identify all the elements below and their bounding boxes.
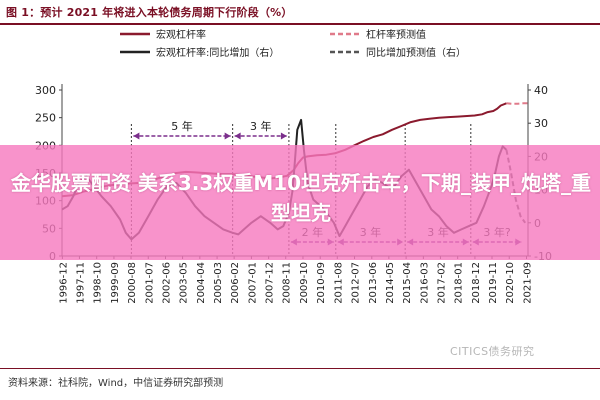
x-tick-label: 2007-01 bbox=[247, 262, 258, 304]
x-tick-label: 1996-12 bbox=[58, 262, 69, 304]
legend-label-yoy: 宏观杠杆率:同比增加（右） bbox=[156, 46, 279, 59]
x-axis: 1996-12 1997-11 1998-10 1999-09 2000-08 2001-… bbox=[58, 255, 533, 304]
x-tick-label: 2000-08 bbox=[127, 262, 138, 304]
left-tick-label: 300 bbox=[35, 84, 56, 97]
interval-arrow-right bbox=[224, 132, 231, 140]
x-tick-label: 2015-04 bbox=[402, 262, 413, 304]
banner-text: 金华股票配资 美系3.3权重M10坦克歼击车，下期_装甲_炮塔_重型坦克 bbox=[10, 171, 592, 225]
x-tick-label: 2004-04 bbox=[196, 262, 207, 304]
title-divider bbox=[0, 23, 600, 25]
x-tick-label: 2007-12 bbox=[265, 262, 276, 304]
watermark-text: CITICS债务研究 bbox=[450, 345, 535, 358]
x-tick-label: 2009-10 bbox=[299, 262, 310, 304]
x-tick-label: 2014-05 bbox=[385, 262, 396, 304]
x-tick-label: 2016-03 bbox=[419, 262, 430, 304]
x-tick-label: 2003-05 bbox=[179, 262, 190, 304]
interval-arrow-left bbox=[234, 132, 241, 140]
right-tick-label: 40 bbox=[534, 84, 548, 97]
x-tick-label: 2019-11 bbox=[488, 262, 499, 304]
right-tick-label: 30 bbox=[534, 117, 548, 130]
x-tick-label: 2018-01 bbox=[454, 262, 465, 304]
chart-title: 图 1：预计 2021 年将进入本轮债务周期下行阶段（%） bbox=[6, 6, 293, 19]
source-note: 资料来源：社科院，Wind，中信证券研究部预测 bbox=[8, 378, 224, 389]
x-tick-label: 2008-11 bbox=[282, 262, 293, 304]
x-tick-label: 2011-08 bbox=[333, 262, 344, 304]
legend-label-leverage_forecast: 杠杆率预测值 bbox=[366, 28, 426, 41]
left-tick-label: 250 bbox=[35, 112, 56, 125]
interval-label: 3 年 bbox=[250, 119, 272, 133]
x-tick-label: 2006-02 bbox=[230, 262, 241, 304]
x-tick-label: 1998-10 bbox=[93, 262, 104, 304]
x-tick-label: 2001-07 bbox=[144, 262, 155, 304]
x-tick-label: 2020-10 bbox=[505, 262, 516, 304]
interval-arrow-right bbox=[280, 132, 287, 140]
x-tick-label: 2002-06 bbox=[162, 262, 173, 304]
overlay-banner bbox=[0, 145, 600, 260]
x-tick-label: 2010-09 bbox=[316, 262, 327, 304]
source-divider bbox=[0, 368, 600, 369]
x-tick-label: 2013-06 bbox=[368, 262, 379, 304]
x-tick-label: 2012-07 bbox=[351, 262, 362, 304]
interval-arrow-left bbox=[133, 132, 140, 140]
x-tick-label: 2017-02 bbox=[436, 262, 447, 304]
x-tick-label: 2018-12 bbox=[471, 262, 482, 304]
x-tick-label: 1999-09 bbox=[110, 262, 121, 304]
legend-label-leverage: 宏观杠杆率 bbox=[156, 28, 206, 41]
interval-label: 5 年 bbox=[171, 119, 193, 133]
series-line-leverage_forecast bbox=[506, 102, 528, 105]
x-tick-label: 2021-09 bbox=[522, 262, 533, 304]
legend-label-yoy_forecast: 同比增加预测值（右） bbox=[366, 46, 466, 59]
x-tick-label: 2005-03 bbox=[213, 262, 224, 304]
x-tick-label: 1997-11 bbox=[75, 262, 86, 304]
